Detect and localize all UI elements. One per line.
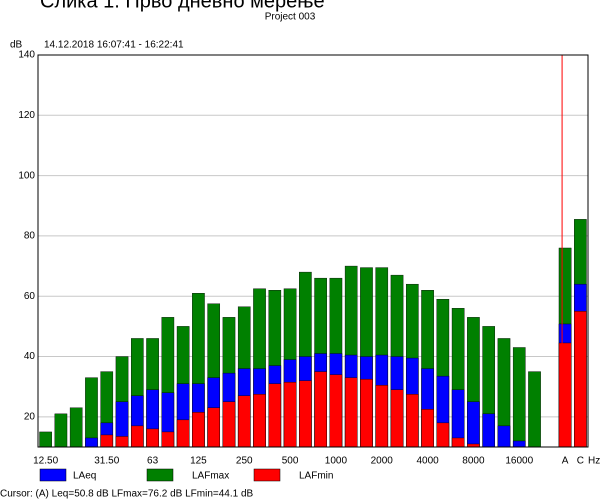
bar xyxy=(268,383,282,448)
bar xyxy=(467,401,480,448)
bar xyxy=(421,409,434,448)
bar xyxy=(222,401,236,448)
y-tick-label: 60 xyxy=(24,291,36,302)
bar xyxy=(299,380,312,448)
bar xyxy=(283,381,297,448)
footer: Cursor: (A) Leq=50.8 dB LFmax=76.2 dB LF… xyxy=(0,489,254,500)
plot-frame xyxy=(37,54,589,448)
bar xyxy=(192,412,205,448)
bar xyxy=(390,389,404,448)
bar xyxy=(39,431,52,448)
bar xyxy=(436,422,450,448)
y-tick-label: 80 xyxy=(24,231,36,242)
x-tick-label: A xyxy=(562,456,569,467)
bar xyxy=(344,377,358,448)
bar xyxy=(161,431,175,448)
x-tick-label: 16000 xyxy=(505,456,533,467)
x-tick-label: 1000 xyxy=(325,456,348,467)
x-tick-label: C xyxy=(577,456,584,467)
chart-title: Project 003 xyxy=(265,12,316,23)
bar xyxy=(207,407,221,448)
bar xyxy=(115,436,129,448)
legend-swatch xyxy=(253,468,281,482)
bar xyxy=(375,384,389,448)
y-tick-label: 20 xyxy=(24,411,36,422)
caption: Слика 1. Прво дневно мерење xyxy=(40,0,325,12)
bar xyxy=(100,434,114,448)
y-tick-label: 40 xyxy=(24,351,36,362)
y-tick-label: 140 xyxy=(18,50,35,61)
y-axis-label: dB xyxy=(10,40,23,51)
bar xyxy=(528,371,541,448)
y-tick-label: 100 xyxy=(18,170,35,181)
bar xyxy=(253,394,266,448)
bar xyxy=(314,371,327,448)
bar xyxy=(512,440,526,448)
x-tick-label: 31.50 xyxy=(94,456,119,467)
x-tick-label: 2000 xyxy=(371,456,394,467)
bar xyxy=(176,419,190,448)
x-tick-label: 125 xyxy=(190,456,207,467)
y-tick-label: 120 xyxy=(18,110,35,121)
bar xyxy=(497,425,511,448)
bar xyxy=(558,342,572,448)
bar xyxy=(329,374,343,448)
x-tick-label: 8000 xyxy=(462,456,485,467)
bar xyxy=(405,394,419,448)
bar xyxy=(85,437,98,448)
x-tick-label: 500 xyxy=(282,456,299,467)
x-axis-label: Hz xyxy=(588,456,600,467)
bar xyxy=(69,407,83,448)
x-tick-label: 250 xyxy=(236,456,253,467)
legend-label: LAFmin xyxy=(299,471,333,482)
bar xyxy=(237,395,251,448)
x-tick-label: 63 xyxy=(147,456,159,467)
legend-swatch xyxy=(146,468,174,482)
legend-label: LAFmax xyxy=(192,471,229,482)
x-tick-label: 4000 xyxy=(416,456,439,467)
bar xyxy=(54,413,68,448)
bar xyxy=(574,311,587,448)
bar xyxy=(451,437,465,448)
bar xyxy=(360,378,373,448)
bar xyxy=(482,413,496,448)
bar xyxy=(130,425,144,448)
bar xyxy=(512,347,526,448)
legend-label: LAeq xyxy=(73,471,96,482)
bar xyxy=(85,377,98,448)
legend-swatch xyxy=(39,468,67,482)
subtitle: 14.12.2018 16:07:41 - 16:22:41 xyxy=(44,40,184,51)
bar xyxy=(146,428,159,448)
x-tick-label: 12.50 xyxy=(33,456,58,467)
